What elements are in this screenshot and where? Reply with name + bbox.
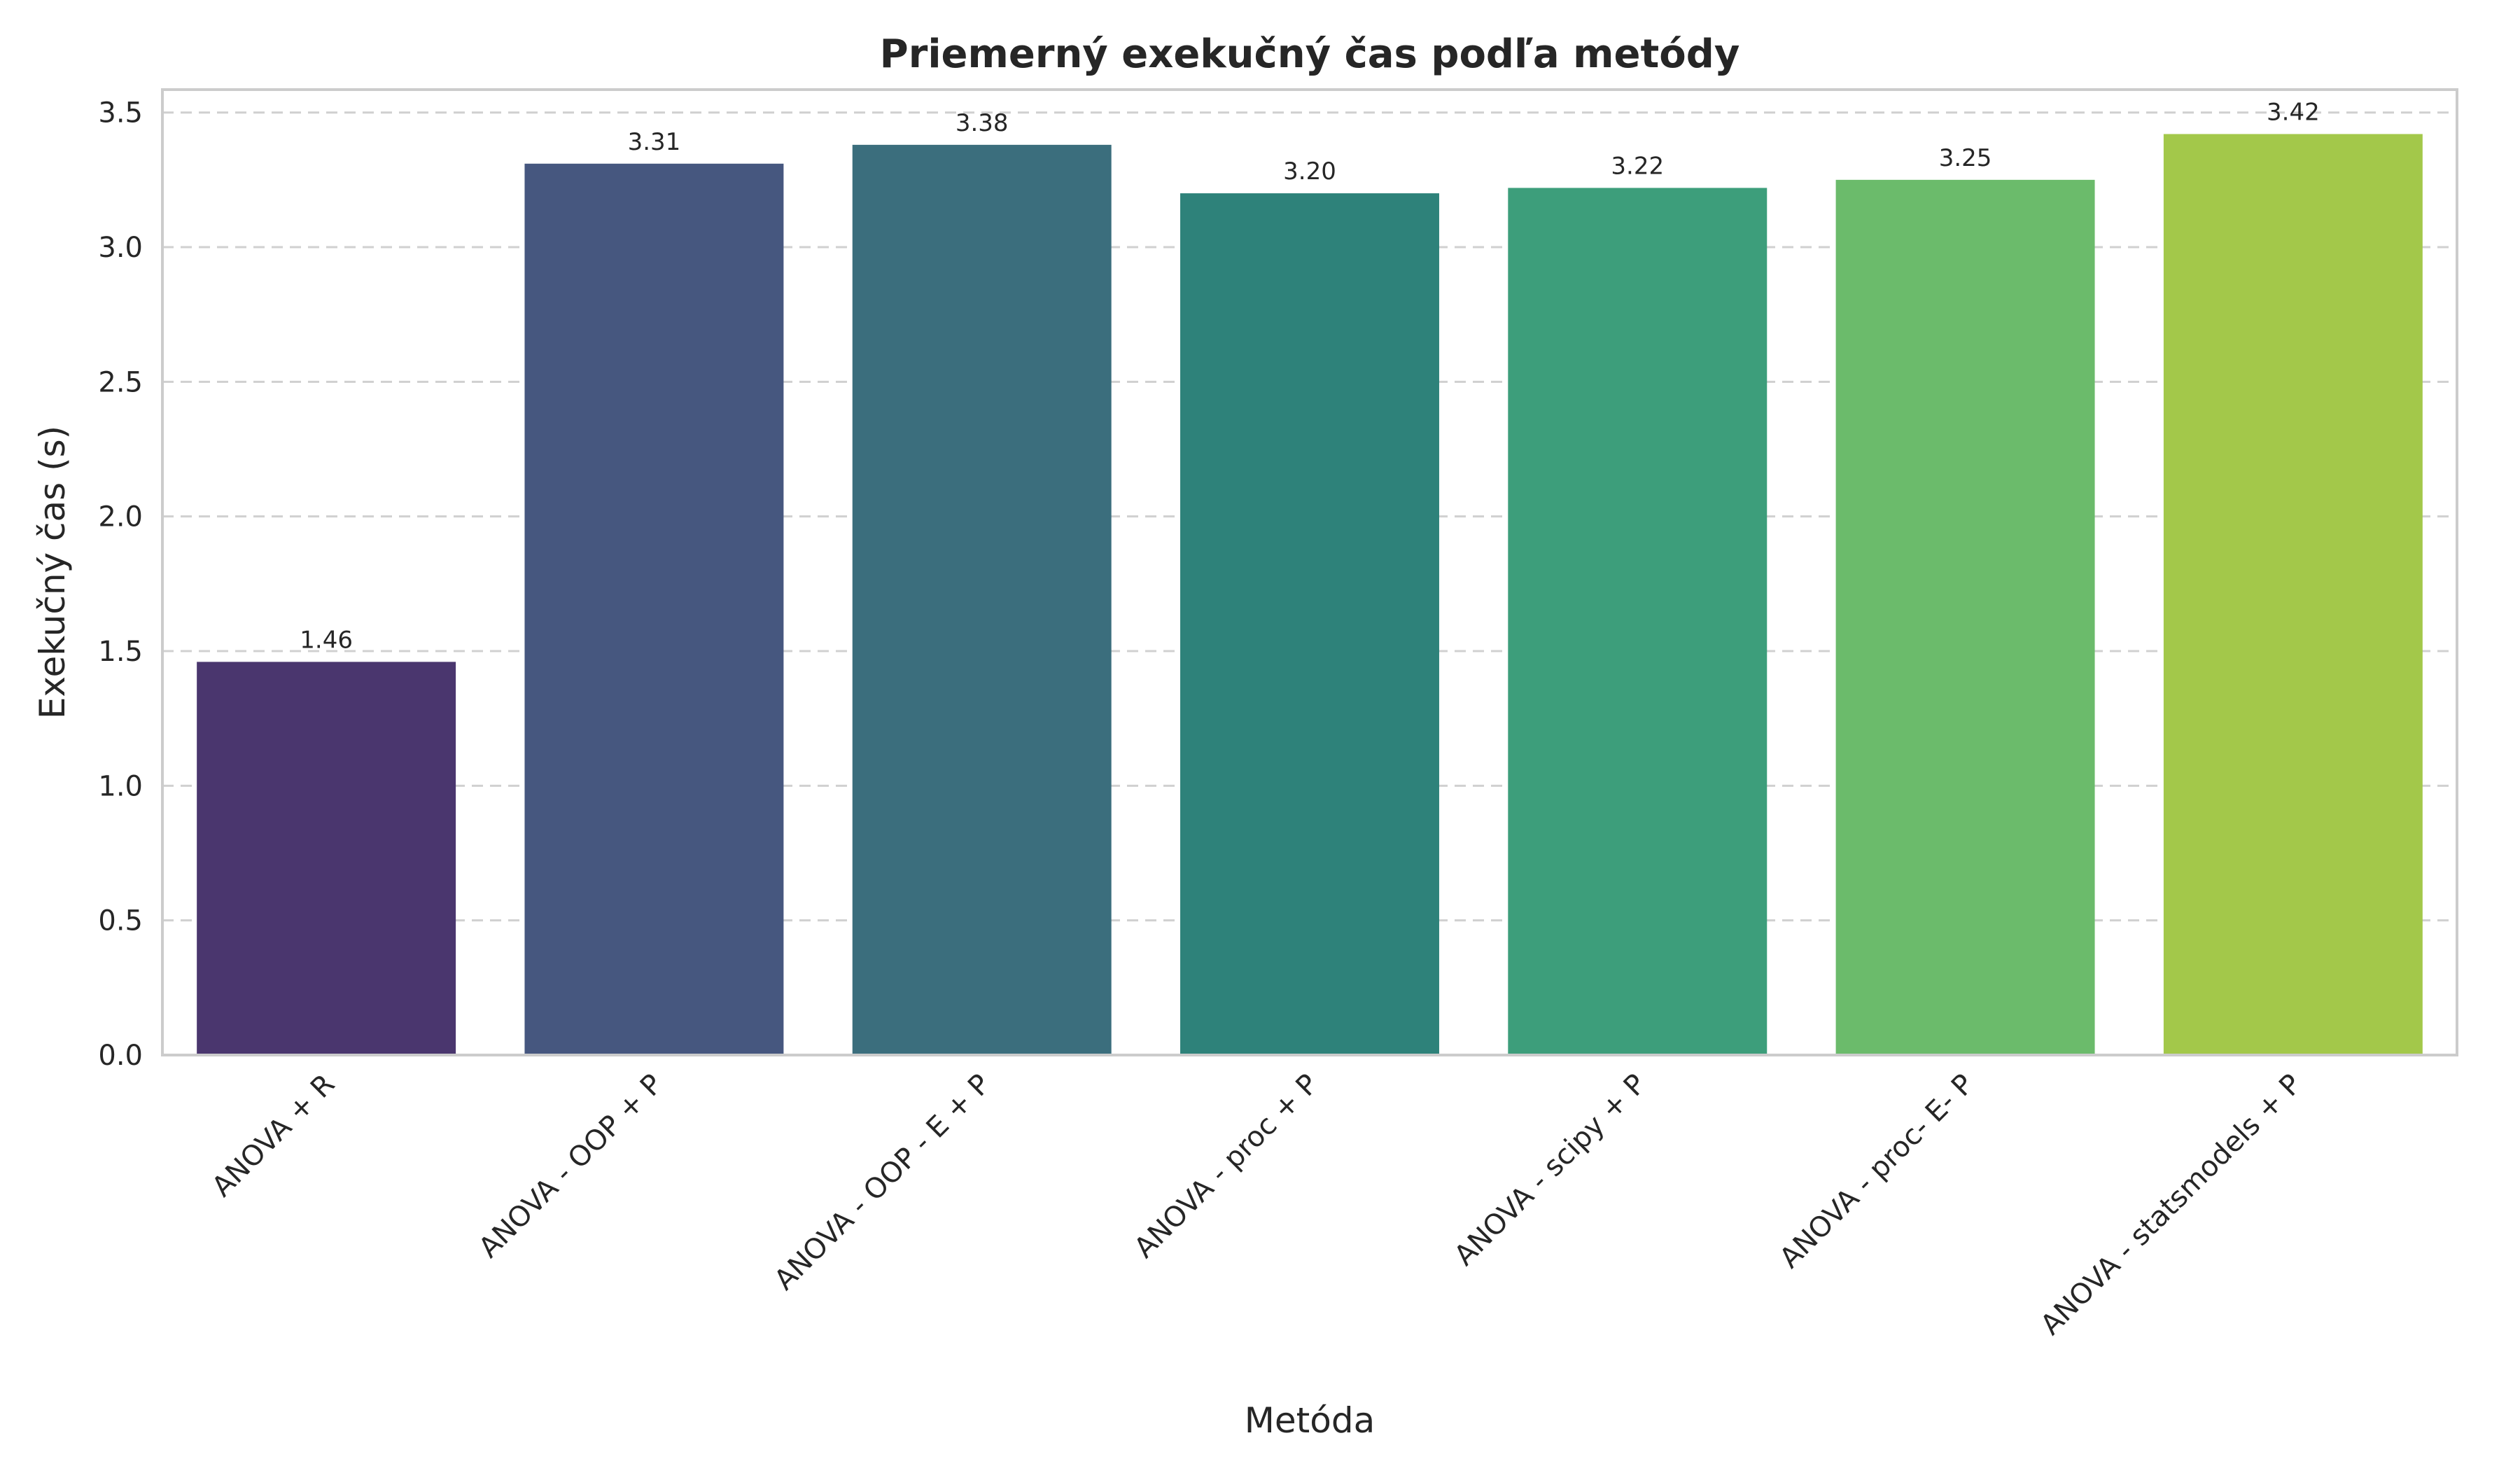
bar-value-label: 3.42	[2267, 98, 2320, 126]
x-tick-label: ANOVA - proc + P	[1128, 1068, 1324, 1264]
bar-value-label: 3.38	[955, 109, 1009, 137]
bar-value-label: 3.20	[1283, 158, 1336, 186]
x-tick-label: ANOVA + R	[206, 1068, 341, 1203]
x-tick-label: ANOVA - statsmodels + P	[2035, 1068, 2308, 1341]
bar-value-label: 1.46	[300, 626, 353, 654]
bar	[852, 144, 1112, 1055]
y-tick-label: 2.5	[98, 366, 143, 398]
bars-layer	[197, 134, 2423, 1056]
y-tick-label: 2.0	[98, 501, 143, 533]
bar	[1835, 179, 2095, 1055]
y-tick-label: 1.5	[98, 636, 143, 668]
y-tick-label: 1.0	[98, 770, 143, 802]
bar-value-label: 3.25	[1939, 144, 1992, 172]
data-labels-layer: 1.46 3.31 3.38 3.20 3.22 3.25 3.42	[300, 98, 2319, 654]
chart-title: Priemerný exekučný čas podľa metódy	[880, 32, 1740, 77]
bar-value-label: 3.22	[1611, 152, 1664, 180]
y-tick-label: 0.5	[98, 905, 143, 937]
bar-value-label: 3.31	[628, 128, 681, 156]
x-tick-label: ANOVA - scipy + P	[1448, 1068, 1652, 1272]
x-tick-label: ANOVA - OOP + P	[472, 1068, 668, 1264]
y-axis-label: Exekučný čas (s)	[32, 426, 73, 719]
bar	[2163, 134, 2423, 1055]
x-axis-ticks: ANOVA + R ANOVA - OOP + P ANOVA - OOP - E …	[206, 1068, 2308, 1341]
bar	[1180, 193, 1439, 1055]
bar	[1508, 188, 1768, 1055]
bar	[197, 662, 456, 1055]
y-axis-ticks: 0.0 0.5 1.0 1.5 2.0 2.5 3.0 3.5	[98, 97, 143, 1072]
y-tick-label: 3.0	[98, 232, 143, 264]
x-tick-label: ANOVA - proc- E- P	[1774, 1068, 1980, 1275]
y-tick-label: 3.5	[98, 97, 143, 130]
bar	[524, 163, 784, 1056]
plot-frame	[161, 88, 2458, 1056]
x-tick-label: ANOVA - OOP - E + P	[769, 1068, 997, 1297]
y-tick-label: 0.0	[98, 1040, 143, 1072]
x-axis-label: Metóda	[1245, 1400, 1375, 1441]
